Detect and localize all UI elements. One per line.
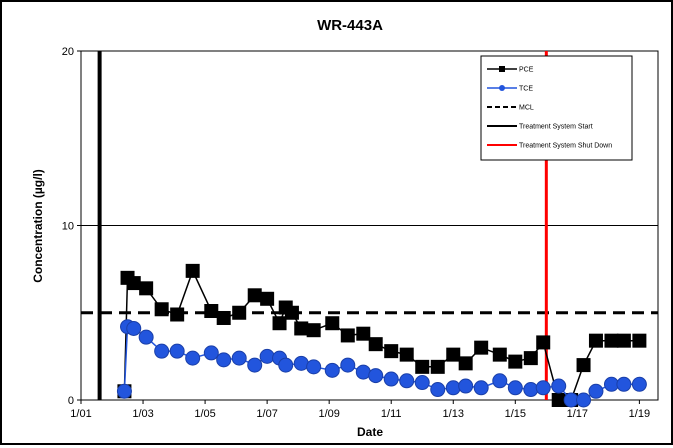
tce-point <box>507 380 523 396</box>
pce-point <box>154 302 169 317</box>
pce-point <box>126 276 141 291</box>
pce-point <box>139 281 154 296</box>
legend-label-pce: PCE <box>519 67 534 74</box>
x-tick-label: 1/09 <box>318 408 339 420</box>
tce-point <box>492 373 508 389</box>
tce-point <box>116 383 132 399</box>
tce-point <box>563 392 579 408</box>
tce-point <box>126 320 142 336</box>
tce-point <box>169 343 185 359</box>
chart-svg: WR-443A Concentration (µg/l) Date 0 10 20 1… <box>31 17 659 439</box>
pce-point <box>185 263 200 278</box>
tce-point <box>383 371 399 387</box>
legend-label-mcl: MCL <box>519 105 534 112</box>
tce-point <box>616 376 632 392</box>
tce-point <box>278 357 294 373</box>
tce-point <box>154 343 170 359</box>
tce-point <box>535 380 551 396</box>
pce-point <box>204 304 219 319</box>
tce-point <box>551 378 567 394</box>
pce-point <box>340 328 355 343</box>
tce-point <box>203 345 219 361</box>
x-tick-label: 1/01 <box>70 408 91 420</box>
pce-point <box>356 326 371 341</box>
x-tick-label: 1/19 <box>629 408 650 420</box>
pce-point <box>306 323 321 338</box>
pce-point <box>576 358 591 373</box>
pce-point <box>415 359 430 374</box>
pce-point <box>474 340 489 355</box>
pce-point <box>272 316 287 331</box>
x-tick-label: 1/05 <box>194 408 215 420</box>
tce-point <box>231 350 247 366</box>
tce-point <box>631 376 647 392</box>
x-tick-label: 1/13 <box>443 408 464 420</box>
tce-point <box>324 362 340 378</box>
y-axis-title: Concentration (µg/l) <box>31 169 45 283</box>
pce-point <box>325 316 340 331</box>
pce-point <box>508 354 523 369</box>
pce-point <box>260 291 275 306</box>
legend-label-treatment-system-shut-down: Treatment System Shut Down <box>519 143 612 150</box>
tce-point <box>458 378 474 394</box>
tce-point <box>588 383 604 399</box>
pce-point <box>368 337 383 352</box>
pce-point <box>232 305 247 320</box>
legend-label-tce: TCE <box>519 86 533 93</box>
pce-point <box>446 347 461 362</box>
pce-point <box>604 333 619 348</box>
pce-point <box>632 333 647 348</box>
pce-point <box>430 359 445 374</box>
y-tick-label: 10 <box>62 221 74 233</box>
x-tick-label: 1/11 <box>381 408 402 420</box>
pce-point <box>536 335 551 350</box>
legend: PCE TCE MCL Treatment System Start Treatment… <box>480 55 633 161</box>
chart-title: WR-443A <box>317 17 383 34</box>
pce-point <box>588 333 603 348</box>
tce-point <box>138 329 154 345</box>
tce-point <box>473 380 489 396</box>
tce-point <box>306 359 322 375</box>
y-tick-label: 0 <box>68 395 74 407</box>
pce-point <box>551 393 566 407</box>
y-tick-label: 20 <box>62 46 74 58</box>
pce-point <box>399 347 414 362</box>
pce-point <box>284 305 299 320</box>
tce-point <box>247 357 263 373</box>
pce-point <box>247 288 262 303</box>
pce-point <box>216 310 231 325</box>
x-tick-label: 1/17 <box>567 408 588 420</box>
tce-point <box>523 382 539 398</box>
pce-point <box>294 321 309 336</box>
tce-point <box>445 380 461 396</box>
pce-point <box>523 351 538 366</box>
tce-point <box>603 376 619 392</box>
x-tick-label: 1/15 <box>505 408 526 420</box>
tce-point <box>216 352 232 368</box>
pce-point <box>492 347 507 362</box>
legend-marker-tce <box>499 85 505 91</box>
tce-point <box>259 348 275 364</box>
x-tick-label: 1/03 <box>132 408 153 420</box>
x-axis-title: Date <box>357 425 383 439</box>
tce-point <box>399 373 415 389</box>
tce-point <box>340 357 356 373</box>
tce-point <box>185 350 201 366</box>
legend-marker-pce <box>499 66 505 72</box>
pce-point <box>458 356 473 371</box>
tce-point <box>414 375 430 391</box>
tce-point <box>576 392 592 408</box>
tce-point <box>368 368 384 384</box>
tce-point <box>430 382 446 398</box>
tce-point <box>293 355 309 371</box>
tce-point <box>355 364 371 380</box>
pce-point <box>616 333 631 348</box>
pce-point <box>384 344 399 359</box>
x-tick-label: 1/07 <box>256 408 277 420</box>
legend-label-treatment-system-start: Treatment System Start <box>519 124 593 131</box>
pce-point <box>170 307 185 322</box>
